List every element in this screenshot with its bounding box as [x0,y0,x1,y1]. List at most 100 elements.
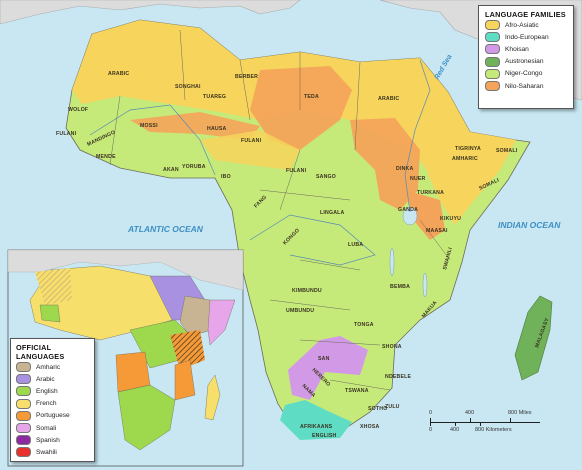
legend-swatch [485,32,500,43]
scale-tick [510,418,511,422]
legend-items: Afro-Asiatic Indo-European Khoisan Austrone… [485,19,573,92]
legend-swatch [16,410,31,421]
scale-tick [455,422,456,426]
legend-swatch [16,362,31,373]
legend-item: Austronesian [485,56,573,68]
inset-hatched-arabic-french [35,268,72,305]
label-afrikaans: AFRIKAANS [300,424,333,430]
scale-miles-800: 800 Miles [508,410,532,416]
label-swahili: SWAHILI [442,246,454,270]
language-families-legend: LANGUAGE FAMILIES Afro-Asiatic Indo-Europ… [478,5,574,109]
red-sea-label: Red Sea [434,53,454,81]
legend-item: English [16,385,94,397]
nile-river [404,59,431,213]
label-tonga: TONGA [354,322,374,328]
legend-label: Swahili [36,448,57,456]
label-zulu: ZULU [385,404,400,410]
label-kimbundu: KIMBUNDU [292,288,322,294]
label-ganda: GANDA [398,207,418,213]
legend-swatch [485,56,500,67]
legend-label: Austronesian [505,58,544,66]
country-borders [109,29,451,391]
label-bemba: BEMBA [390,284,410,290]
label-maasai: MAASAI [426,228,448,234]
indian-ocean-label-line: INDIAN OCEAN [498,220,561,230]
legend-item: French [16,398,94,410]
label-ibo: IBO [221,174,231,180]
legend-label: Niger-Congo [505,70,543,78]
indo-european-region [280,400,352,440]
label-nuer: NUER [410,176,426,182]
legend-swatch [485,81,500,92]
official-languages-legend: OFFICIAL LANGUAGES Amharic Arabic English F… [10,338,95,462]
inset-french-madagascar [204,374,221,421]
inset-amharic-region [179,295,213,337]
indian-ocean-label: INDIAN OCEAN [498,220,561,230]
label-dinka: DINKA [396,166,413,172]
afro-asiatic-sahel [200,130,300,170]
label-sango: SANGO [316,174,336,180]
legend-swatch [16,423,31,434]
legend-item: Swahili [16,446,94,458]
scale-line [430,422,540,423]
label-sotho: SOTHO [368,406,387,412]
legend-item: Afro-Asiatic [485,19,573,31]
scale-bar: 0 400 800 Miles 0 400 800 Kilometers [429,410,570,440]
legend-swatch [485,44,500,55]
legend-label: Afro-Asiatic [505,21,539,29]
label-hausa: HAUSA [207,126,226,132]
legend-swatch [485,68,500,79]
nilo-saharan-region-2 [350,118,420,210]
legend-label: Arabic [36,375,55,383]
legend-item: Amharic [16,361,94,373]
legend-item: Arabic [16,373,94,385]
legend-label: Khoisan [505,45,529,53]
label-mossi: MOSSI [140,123,158,129]
khoisan-region [288,336,368,400]
legend-items: Amharic Arabic English French Portuguese Soma… [16,361,94,459]
madagascar-island [514,295,553,381]
legend-label: Portuguese [36,412,70,420]
scale-km-800: 800 Kilometers [475,427,512,433]
label-tigrinya: TIGRINYA [455,146,481,152]
legend-title: LANGUAGE FAMILIES [485,10,566,19]
legend-label: Spanish [36,436,60,444]
scale-tick [480,422,481,426]
label-shona: SHONA [382,344,402,350]
legend-title: OFFICIAL LANGUAGES [16,343,65,361]
congo-river [249,214,376,266]
lake-tanganyika [389,247,395,277]
label-amharic: AMHARIC [452,156,478,162]
horn-region [428,132,516,225]
legend-swatch [16,386,31,397]
scale-tick [470,418,471,422]
inset-portuguese-moz [174,359,196,401]
legend-item: Somali [16,422,94,434]
label-songhai: SONGHAI [175,84,201,90]
legend-label: French [36,400,57,408]
label-somali-n: SOMALI [496,148,518,154]
label-lingala: LINGALA [320,210,345,216]
inset-somali-region [207,299,236,346]
label-kikuyu: KIKUYU [440,216,461,222]
scale-tick [430,422,431,426]
europe-land [0,0,301,25]
atlantic-ocean-label: ATLANTIC OCEAN [127,224,204,234]
label-turkana: TURKANA [417,190,444,196]
lake-victoria [402,206,418,226]
nilo-saharan-sahel [130,112,260,140]
legend-item: Portuguese [16,410,94,422]
legend-label: Indo-European [505,33,549,41]
legend-label: Somali [36,424,57,432]
label-luba: LUBA [348,242,363,248]
legend-swatch [16,447,31,458]
legend-label: Nilo-Saharan [505,82,544,90]
label-fulani-e: FULANI [286,168,307,174]
scale-km-400: 400 [450,427,460,433]
inset-map [7,249,244,451]
legend-label: English [36,387,58,395]
scale-km-0: 0 [429,427,433,433]
legend-item: Spanish [16,434,94,446]
label-arabic-nw: ARABIC [108,71,129,77]
